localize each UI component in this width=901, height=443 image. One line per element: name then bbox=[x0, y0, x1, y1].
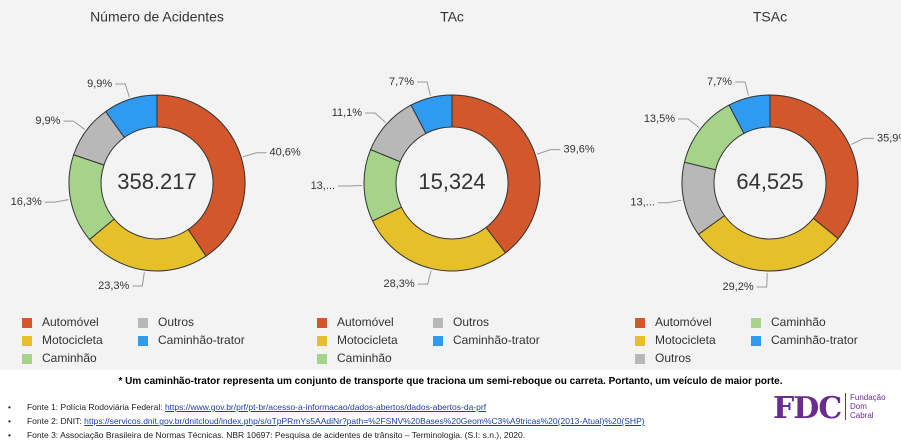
source-text: Fonte 1: Polícia Rodoviária Federal: bbox=[26, 402, 165, 412]
legend-swatch bbox=[22, 354, 32, 364]
legend-swatch bbox=[22, 318, 32, 328]
leader-line bbox=[242, 152, 267, 158]
slice bbox=[728, 94, 771, 135]
legend-swatch bbox=[635, 318, 645, 328]
leader-line bbox=[678, 118, 700, 129]
leader-line bbox=[851, 137, 874, 145]
data-label: 13,... bbox=[311, 180, 335, 192]
legend-swatch bbox=[138, 336, 148, 346]
legend-label: Motocicleta bbox=[337, 333, 398, 347]
data-label: 16,3% bbox=[11, 196, 42, 208]
logo-line: Dom bbox=[850, 402, 867, 411]
logo-mark: FDC bbox=[773, 391, 842, 426]
note: * Um caminhão-trator representa um conju… bbox=[118, 376, 783, 387]
data-label: 9,9% bbox=[35, 115, 60, 127]
leader-line bbox=[132, 272, 145, 287]
logo: FDC Fundação Dom Cabral bbox=[773, 391, 893, 427]
legend-swatch bbox=[138, 318, 148, 328]
logo-line: Cabral bbox=[850, 411, 874, 420]
source-link[interactable]: https://www.gov.br/prf/pt-br/acesso-a-in… bbox=[164, 402, 487, 412]
data-label: 13,5% bbox=[644, 113, 675, 125]
leader-line bbox=[417, 81, 431, 96]
slice bbox=[410, 94, 453, 135]
legend-label: Motocicleta bbox=[42, 333, 103, 347]
source: • Fonte 3: Associação Brasileira de Norma… bbox=[8, 430, 526, 440]
logo-line: Fundação bbox=[850, 393, 886, 402]
data-label: 35,9% bbox=[877, 132, 901, 144]
legend-swatch bbox=[635, 354, 645, 364]
legend-swatch bbox=[751, 318, 761, 328]
slice bbox=[156, 94, 246, 257]
legend-label: Automóvel bbox=[337, 315, 394, 329]
leader-line bbox=[756, 272, 768, 288]
legend-label: Automóvel bbox=[655, 315, 712, 329]
legend-label: Outros bbox=[158, 315, 194, 329]
source-text: Fonte 2: DNIT: bbox=[26, 416, 85, 426]
chart-title: TAc bbox=[440, 9, 464, 25]
legend-label: Caminhão bbox=[42, 351, 97, 365]
data-label: 13,... bbox=[630, 197, 654, 209]
legend-label: Caminhão-trator bbox=[771, 333, 858, 347]
legend-label: Outros bbox=[655, 351, 691, 365]
slice bbox=[371, 206, 507, 272]
leader-line bbox=[537, 149, 561, 155]
source-text: Fonte 3: Associação Brasileira de Normas… bbox=[26, 430, 526, 440]
slice bbox=[105, 94, 158, 139]
legend-label: Outros bbox=[453, 315, 489, 329]
leader-line bbox=[365, 112, 386, 123]
legend-swatch bbox=[433, 336, 443, 346]
center-label: 15,324 bbox=[418, 169, 485, 194]
legend-swatch bbox=[317, 336, 327, 346]
leader-line bbox=[44, 199, 69, 203]
legend-label: Caminhão bbox=[771, 315, 826, 329]
leader-line bbox=[657, 199, 682, 204]
data-label: 39,6% bbox=[563, 144, 594, 156]
data-label: 11,1% bbox=[332, 107, 363, 119]
charts: Número de Acidentes 40,6% 23,3% 16,3% 9,9% 9,… bbox=[0, 0, 901, 370]
chart-title: TSAc bbox=[753, 9, 787, 25]
source: • Fonte 1: Polícia Rodoviária Federal: ht… bbox=[8, 402, 487, 412]
leader-line bbox=[735, 81, 749, 96]
legend-label: Caminhão-trator bbox=[453, 333, 540, 347]
data-label: 28,3% bbox=[384, 278, 415, 290]
logo-name: Fundação Dom Cabral bbox=[845, 393, 886, 420]
chart-title: Número de Acidentes bbox=[90, 9, 224, 25]
data-label: 40,6% bbox=[269, 147, 300, 159]
center-label: 358.217 bbox=[117, 169, 197, 194]
source-link[interactable]: https://servicos.dnit.gov.br/dnitcloud/i… bbox=[84, 416, 645, 426]
leader-line bbox=[417, 270, 432, 285]
legend-label: Motocicleta bbox=[655, 333, 716, 347]
data-label: 29,2% bbox=[723, 281, 754, 293]
legend-label: Caminhão-trator bbox=[158, 333, 245, 347]
legend-swatch bbox=[317, 354, 327, 364]
legend-swatch bbox=[22, 336, 32, 346]
center-label: 64,525 bbox=[736, 169, 803, 194]
data-label: 7,7% bbox=[707, 76, 732, 88]
source: • Fonte 2: DNIT: https://servicos.dnit.go… bbox=[8, 416, 645, 426]
slice bbox=[451, 94, 541, 254]
legend-swatch bbox=[635, 336, 645, 346]
legend-swatch bbox=[433, 318, 443, 328]
background bbox=[0, 0, 901, 370]
slice bbox=[769, 94, 859, 240]
data-label: 9,9% bbox=[87, 78, 112, 90]
legend-swatch bbox=[317, 318, 327, 328]
leader-line bbox=[115, 83, 130, 98]
leader-line bbox=[63, 120, 85, 130]
legend-label: Caminhão bbox=[337, 351, 392, 365]
legend-label: Automóvel bbox=[42, 315, 99, 329]
data-label: 23,3% bbox=[98, 280, 129, 292]
legend-swatch bbox=[751, 336, 761, 346]
data-label: 7,7% bbox=[389, 76, 414, 88]
